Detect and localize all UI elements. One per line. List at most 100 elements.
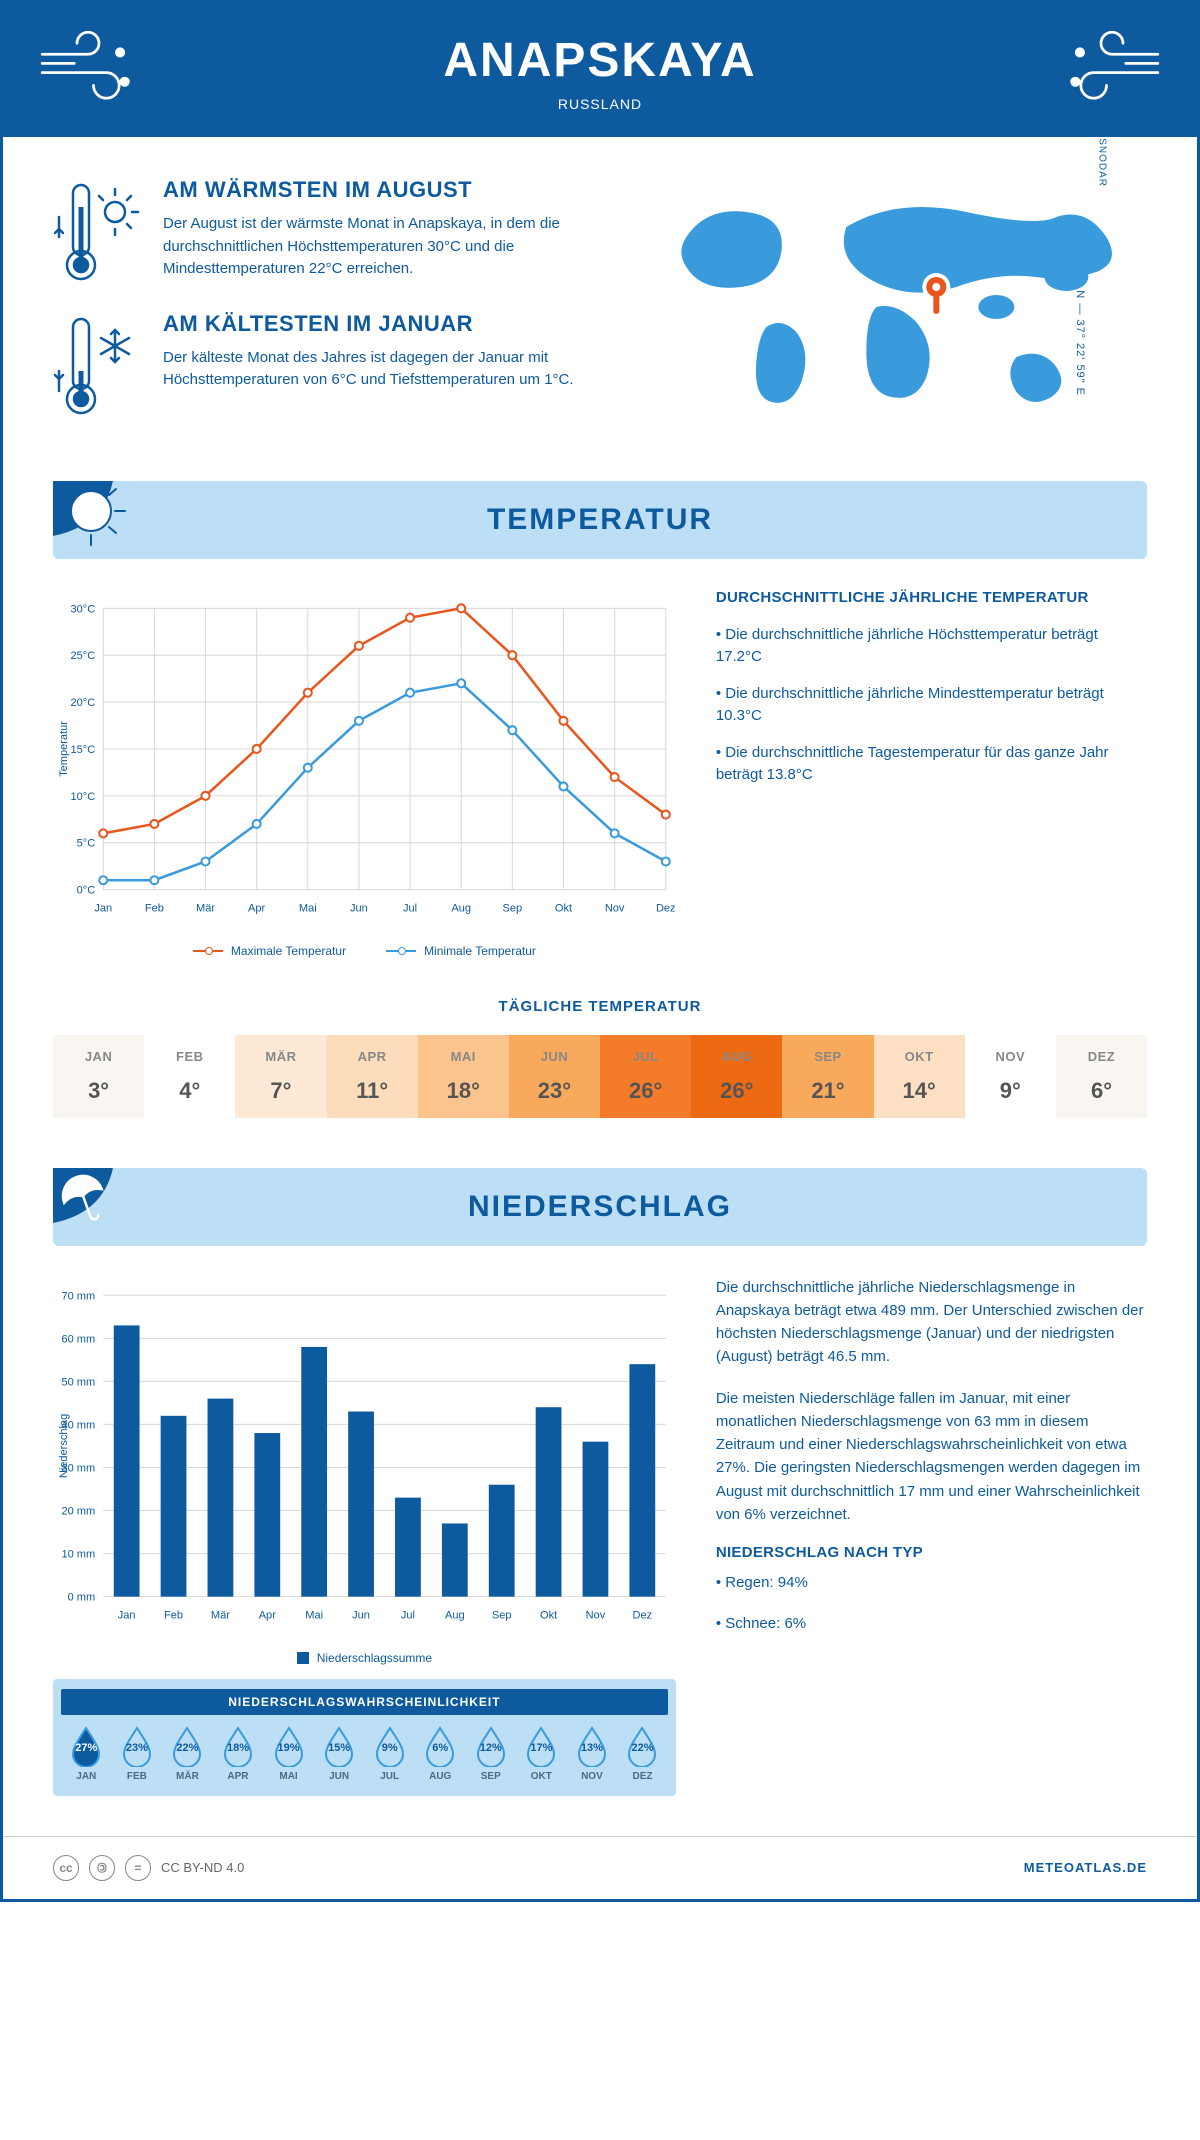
sun-icon	[53, 481, 153, 561]
daily-cell: FEB4°	[144, 1035, 235, 1118]
prob-cell: 18% APR	[213, 1725, 264, 1782]
svg-text:Dez: Dez	[633, 1609, 653, 1621]
header: ANAPSKAYA RUSSLAND	[3, 3, 1197, 137]
svg-text:Apr: Apr	[259, 1609, 276, 1621]
svg-text:Jun: Jun	[352, 1609, 370, 1621]
world-map	[646, 177, 1147, 437]
by-type-rain: • Regen: 94%	[716, 1571, 1147, 1594]
svg-text:Sep: Sep	[492, 1609, 512, 1621]
precip-prob-box: NIEDERSCHLAGSWAHRSCHEINLICHKEIT 27% JAN …	[53, 1679, 676, 1796]
svg-text:Jul: Jul	[403, 902, 417, 914]
temp-summary: DURCHSCHNITTLICHE JÄHRLICHE TEMPERATUR •…	[716, 589, 1147, 958]
by-type-snow: • Schnee: 6%	[716, 1612, 1147, 1635]
drop-icon: 13%	[575, 1725, 609, 1767]
prob-cell: 13% NOV	[567, 1725, 618, 1782]
prob-cell: 12% SEP	[466, 1725, 517, 1782]
prob-cell: 15% JUN	[314, 1725, 365, 1782]
svg-text:50 mm: 50 mm	[61, 1376, 95, 1388]
page-frame: ANAPSKAYA RUSSLAND	[0, 0, 1200, 1902]
thermometer-cold-icon	[53, 311, 143, 411]
svg-text:Mai: Mai	[299, 902, 317, 914]
cc-icon: cc	[53, 1855, 79, 1881]
precip-text: Die durchschnittliche jährliche Niedersc…	[716, 1276, 1147, 1796]
daily-cell: JUN23°	[509, 1035, 600, 1118]
svg-text:Temperatur: Temperatur	[58, 720, 70, 776]
daily-title: TÄGLICHE TEMPERATUR	[53, 998, 1147, 1015]
drop-icon: 15%	[322, 1725, 356, 1767]
daily-cell: JAN3°	[53, 1035, 144, 1118]
svg-text:Sep: Sep	[503, 902, 523, 914]
temp-legend: Maximale Temperatur Minimale Temperatur	[53, 944, 676, 958]
daily-cell: DEZ6°	[1056, 1035, 1147, 1118]
prob-cell: 19% MAI	[263, 1725, 314, 1782]
umbrella-icon	[53, 1168, 153, 1248]
precip-bar-chart: 0 mm10 mm20 mm30 mm40 mm50 mm60 mm70 mmJ…	[53, 1276, 676, 1665]
svg-text:Okt: Okt	[540, 1609, 557, 1621]
svg-text:Niederschlag: Niederschlag	[58, 1413, 70, 1477]
daily-cell: SEP21°	[782, 1035, 873, 1118]
svg-text:Dez: Dez	[656, 902, 676, 914]
wind-icon	[1057, 23, 1167, 113]
drop-icon: 22%	[625, 1725, 659, 1767]
coldest-text: Der kälteste Monat des Jahres ist dagege…	[163, 347, 606, 392]
drop-icon: 6%	[423, 1725, 457, 1767]
drop-icon: 17%	[524, 1725, 558, 1767]
site-label: METEOATLAS.DE	[1024, 1860, 1147, 1875]
prob-cell: 22% MÄR	[162, 1725, 213, 1782]
legend-max: Maximale Temperatur	[231, 944, 346, 958]
drop-icon: 9%	[373, 1725, 407, 1767]
license-label: CC BY-ND 4.0	[161, 1860, 244, 1875]
prob-cell: 9% JUL	[364, 1725, 415, 1782]
summary-b1: • Die durchschnittliche jährliche Höchst…	[716, 624, 1147, 669]
svg-text:Okt: Okt	[555, 902, 572, 914]
svg-text:Jun: Jun	[350, 902, 368, 914]
svg-text:60 mm: 60 mm	[61, 1333, 95, 1345]
svg-text:Feb: Feb	[164, 1609, 183, 1621]
svg-text:Aug: Aug	[451, 902, 471, 914]
prob-cell: 23% FEB	[112, 1725, 163, 1782]
city-title: ANAPSKAYA	[23, 33, 1177, 88]
country-label: RUSSLAND	[23, 96, 1177, 112]
svg-text:0 mm: 0 mm	[68, 1591, 96, 1603]
temp-banner: TEMPERATUR	[53, 481, 1147, 559]
prob-cell: 17% OKT	[516, 1725, 567, 1782]
svg-text:70 mm: 70 mm	[61, 1290, 95, 1302]
svg-text:Mai: Mai	[305, 1609, 323, 1621]
svg-text:Nov: Nov	[586, 1609, 606, 1621]
svg-text:25°C: 25°C	[71, 650, 96, 662]
svg-text:Nov: Nov	[605, 902, 625, 914]
svg-text:Aug: Aug	[445, 1609, 465, 1621]
svg-text:Jul: Jul	[401, 1609, 415, 1621]
drop-icon: 23%	[120, 1725, 154, 1767]
drop-icon: 12%	[474, 1725, 508, 1767]
svg-text:10 mm: 10 mm	[61, 1548, 95, 1560]
precip-p2: Die meisten Niederschläge fallen im Janu…	[716, 1387, 1147, 1527]
precip-banner: NIEDERSCHLAG	[53, 1168, 1147, 1246]
prob-cell: 6% AUG	[415, 1725, 466, 1782]
wind-icon	[33, 23, 143, 113]
svg-text:0°C: 0°C	[77, 884, 96, 896]
svg-text:20°C: 20°C	[71, 697, 96, 709]
svg-text:Jan: Jan	[118, 1609, 136, 1621]
svg-text:10°C: 10°C	[71, 790, 96, 802]
svg-text:5°C: 5°C	[77, 837, 96, 849]
by-type-title: NIEDERSCHLAG NACH TYP	[716, 1544, 1147, 1561]
coldest-title: AM KÄLTESTEN IM JANUAR	[163, 311, 606, 337]
daily-cell: MAI18°	[418, 1035, 509, 1118]
warmest-title: AM WÄRMSTEN IM AUGUST	[163, 177, 606, 203]
daily-cell: AUG26°	[691, 1035, 782, 1118]
intro-section: AM WÄRMSTEN IM AUGUST Der August ist der…	[53, 177, 1147, 441]
daily-temp-row: JAN3°FEB4°MÄR7°APR11°MAI18°JUN23°JUL26°A…	[53, 1035, 1147, 1118]
temp-line-chart: 0°C5°C10°C15°C20°C25°C30°CJanFebMärAprMa…	[53, 589, 676, 958]
drop-icon: 22%	[170, 1725, 204, 1767]
warmest-fact: AM WÄRMSTEN IM AUGUST Der August ist der…	[53, 177, 606, 281]
summary-b2: • Die durchschnittliche jährliche Mindes…	[716, 683, 1147, 728]
drop-icon: 19%	[272, 1725, 306, 1767]
prob-title: NIEDERSCHLAGSWAHRSCHEINLICHKEIT	[61, 1689, 668, 1715]
precip-legend: Niederschlagssumme	[53, 1651, 676, 1665]
svg-text:Jan: Jan	[94, 902, 112, 914]
svg-text:Mär: Mär	[196, 902, 215, 914]
daily-cell: OKT14°	[874, 1035, 965, 1118]
prob-cell: 27% JAN	[61, 1725, 112, 1782]
by-icon: 🄯	[89, 1855, 115, 1881]
